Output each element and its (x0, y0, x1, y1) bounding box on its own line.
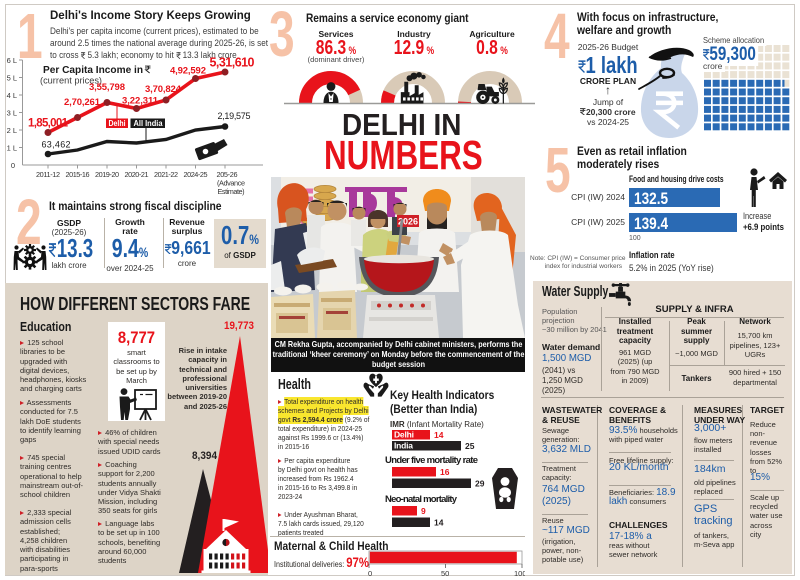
svg-text:2 L: 2 L (7, 126, 17, 135)
svg-text:205-26: 205-26 (217, 170, 238, 179)
svg-text:14: 14 (434, 430, 444, 440)
svg-text:4 L: 4 L (7, 91, 17, 100)
svg-text:1,85,001: 1,85,001 (28, 118, 69, 130)
svg-text:100: 100 (514, 569, 525, 578)
svg-text:6 L: 6 L (7, 56, 17, 65)
svg-text:2020-21: 2020-21 (125, 170, 149, 179)
svg-text:2011-12: 2011-12 (36, 170, 60, 179)
svg-text:3 L: 3 L (7, 109, 17, 118)
svg-text:All India: All India (134, 119, 164, 128)
svg-text:2026: 2026 (398, 217, 418, 227)
svg-text:Neo-natal mortality: Neo-natal mortality (385, 494, 458, 505)
svg-text:19,773: 19,773 (224, 320, 254, 332)
svg-text:India: India (394, 441, 413, 451)
svg-text:(Advance: (Advance (217, 179, 245, 188)
svg-text:3,70,824: 3,70,824 (145, 84, 182, 95)
svg-text:2,19,575: 2,19,575 (218, 111, 251, 121)
svg-text:4,92,592: 4,92,592 (170, 66, 206, 77)
svg-text:3,55,798: 3,55,798 (89, 82, 125, 93)
svg-text:1 L: 1 L (7, 144, 17, 153)
svg-text:Per Capita Income in: Per Capita Income in (43, 64, 143, 76)
svg-text:63,462: 63,462 (42, 140, 71, 150)
svg-text:Delhi: Delhi (109, 119, 126, 128)
svg-text:0: 0 (11, 161, 15, 170)
svg-text:2015-16: 2015-16 (66, 170, 90, 179)
svg-text:29: 29 (475, 479, 485, 489)
svg-text:5 L: 5 L (7, 74, 17, 83)
svg-text:2024-25: 2024-25 (184, 170, 208, 179)
svg-text:2,70,261: 2,70,261 (64, 97, 101, 108)
svg-text:16: 16 (440, 467, 450, 477)
svg-text:Under five mortality rate: Under five mortality rate (385, 455, 478, 466)
svg-text:0: 0 (368, 569, 372, 578)
svg-text:3,22,311: 3,22,311 (122, 96, 159, 107)
svg-text:2021-22: 2021-22 (154, 170, 178, 179)
svg-text:2019-20: 2019-20 (95, 170, 119, 179)
svg-text:Estimate): Estimate) (218, 187, 245, 196)
svg-text:8,394: 8,394 (192, 450, 218, 462)
svg-text:Delhi: Delhi (394, 430, 414, 440)
svg-text:25: 25 (465, 441, 475, 451)
svg-text:50: 50 (441, 569, 449, 578)
svg-text:5,31,610: 5,31,610 (210, 56, 255, 70)
svg-text:14: 14 (434, 518, 444, 528)
svg-text:9: 9 (421, 506, 426, 516)
svg-text:(current prices): (current prices) (40, 76, 102, 86)
